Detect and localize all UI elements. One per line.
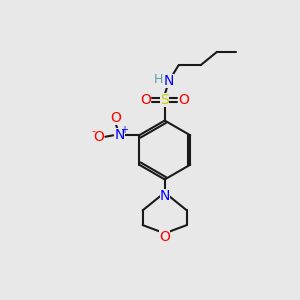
Text: S: S xyxy=(160,93,169,107)
Text: N: N xyxy=(164,74,174,88)
Text: H: H xyxy=(154,73,163,86)
Text: O: O xyxy=(93,130,104,144)
Text: O: O xyxy=(159,230,170,244)
Text: O: O xyxy=(140,93,151,107)
Text: N: N xyxy=(160,189,170,202)
Text: N: N xyxy=(114,128,125,142)
Text: O: O xyxy=(178,93,189,107)
Text: O: O xyxy=(110,111,121,124)
Text: -: - xyxy=(92,126,96,136)
Text: +: + xyxy=(121,125,128,135)
